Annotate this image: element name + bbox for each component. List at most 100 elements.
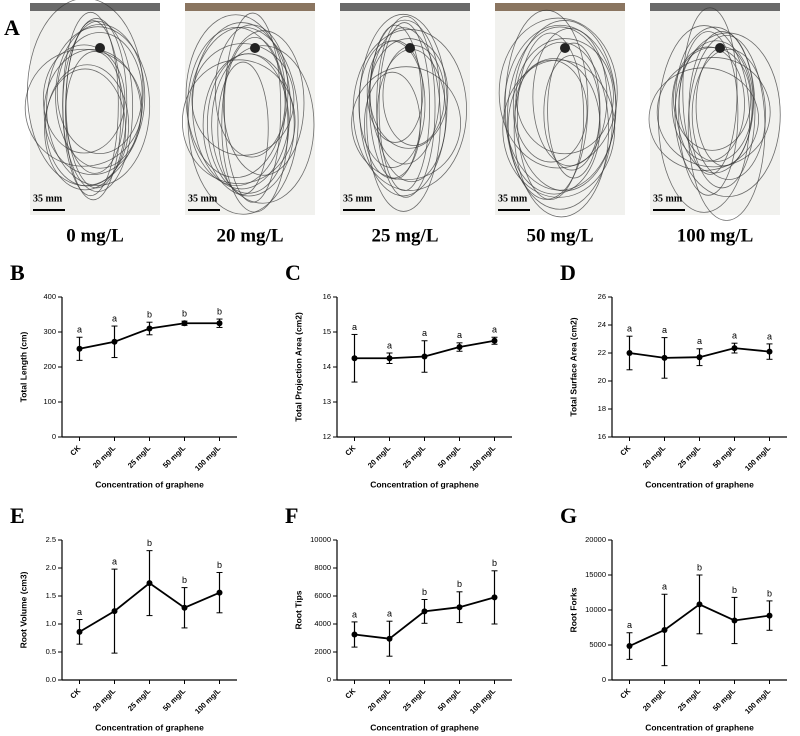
x-axis-label: Concentration of graphene [370, 479, 479, 489]
root-trace [514, 59, 588, 163]
root-trace [192, 22, 291, 190]
root-trace [366, 27, 441, 212]
data-point [491, 337, 498, 344]
y-tick-label: 6000 [314, 591, 331, 600]
photo-top-bar [30, 3, 160, 11]
root-trace [62, 11, 119, 197]
data-point [661, 626, 668, 633]
photo [30, 3, 160, 215]
root-trace [24, 48, 143, 167]
root-trace [55, 23, 146, 169]
panel-label: E [10, 503, 25, 528]
root-trace [658, 25, 751, 213]
data-point [696, 354, 703, 361]
y-tick-label: 4000 [314, 619, 331, 628]
significance-label: a [77, 325, 82, 335]
panel-label: F [285, 503, 298, 528]
y-axis-label: Root Tips [293, 590, 303, 629]
photo-top-bar [650, 3, 780, 11]
significance-label: a [422, 328, 427, 338]
scale-label: 35 mm [188, 193, 218, 204]
root-trace [217, 61, 269, 195]
root-trace [671, 46, 745, 162]
root-trace [498, 17, 618, 169]
data-point [731, 617, 738, 624]
root-trace [46, 26, 151, 186]
photo-top-bar [495, 3, 625, 11]
y-tick-label: 2.0 [46, 563, 56, 572]
root-crown [715, 43, 725, 53]
data-point [766, 612, 773, 619]
root-trace [352, 29, 467, 191]
y-tick-label: 0 [602, 675, 606, 684]
root-trace [65, 20, 122, 201]
significance-label: b [147, 538, 152, 548]
root-crown [250, 43, 260, 53]
significance-label: a [732, 331, 737, 341]
data-point [661, 354, 668, 361]
data-point [181, 320, 188, 327]
panel-label: C [285, 260, 301, 285]
scale-label: 35 mm [653, 193, 683, 204]
data-point [456, 344, 463, 351]
y-axis-label: Total Surface Area (cm2) [568, 317, 578, 416]
significance-label: b [217, 560, 222, 570]
x-axis-label: Concentration of graphene [645, 479, 754, 489]
root-trace [65, 18, 128, 189]
root-trace [691, 48, 766, 180]
y-tick-label: 16 [598, 432, 606, 441]
significance-label: a [492, 325, 497, 335]
x-axis-label: Concentration of graphene [95, 722, 204, 732]
concentration-label: 100 mg/L [677, 225, 754, 246]
scale-label: 35 mm [343, 193, 373, 204]
y-tick-label: 300 [43, 327, 56, 336]
y-tick-label: 0.0 [46, 675, 56, 684]
y-tick-label: 2000 [314, 647, 331, 656]
photo [495, 3, 625, 215]
root-crown [560, 43, 570, 53]
root-trace [221, 37, 289, 213]
y-tick-label: 22 [598, 348, 606, 357]
y-tick-label: 5000 [589, 640, 606, 649]
significance-label: a [352, 609, 357, 619]
y-axis-label: Total Projection Area (cm2) [293, 312, 303, 422]
root-trace [42, 44, 126, 154]
data-point [76, 628, 83, 635]
significance-label: b [182, 575, 187, 585]
y-tick-label: 20 [598, 376, 606, 385]
root-trace [513, 41, 609, 218]
root-trace [506, 26, 613, 210]
significance-label: a [662, 325, 667, 335]
y-tick-label: 10000 [585, 605, 606, 614]
root-trace [369, 24, 423, 180]
root-trace [532, 27, 608, 167]
photo-top-bar [340, 3, 470, 11]
concentration-label: 25 mg/L [371, 225, 438, 246]
concentration-label: 20 mg/L [216, 225, 283, 246]
root-crown [95, 43, 105, 53]
y-tick-label: 0.5 [46, 647, 56, 656]
root-trace [211, 45, 315, 204]
root-trace [678, 31, 739, 196]
root-trace [224, 12, 282, 203]
root-trace [503, 24, 617, 191]
y-tick-label: 0 [327, 675, 331, 684]
root-trace [376, 16, 436, 198]
x-axis-label: Concentration of graphene [95, 479, 204, 489]
data-point [626, 350, 633, 356]
data-point [351, 355, 358, 362]
significance-label: a [662, 582, 667, 592]
root-trace [648, 67, 760, 171]
significance-label: a [77, 607, 82, 617]
significance-label: a [697, 336, 702, 346]
data-point [421, 353, 428, 360]
significance-label: b [182, 309, 187, 319]
y-tick-label: 10000 [310, 535, 331, 544]
data-point [351, 631, 358, 638]
data-point [696, 601, 703, 608]
panel-label: G [560, 503, 577, 528]
data-point [76, 345, 83, 352]
y-tick-label: 20000 [585, 535, 606, 544]
y-tick-label: 2.5 [46, 535, 56, 544]
